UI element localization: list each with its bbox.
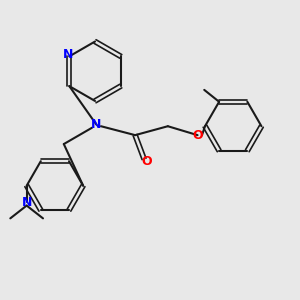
- Text: N: N: [22, 196, 32, 208]
- Text: N: N: [63, 48, 73, 62]
- Text: N: N: [91, 118, 102, 131]
- Text: O: O: [192, 129, 203, 142]
- Text: O: O: [142, 155, 152, 168]
